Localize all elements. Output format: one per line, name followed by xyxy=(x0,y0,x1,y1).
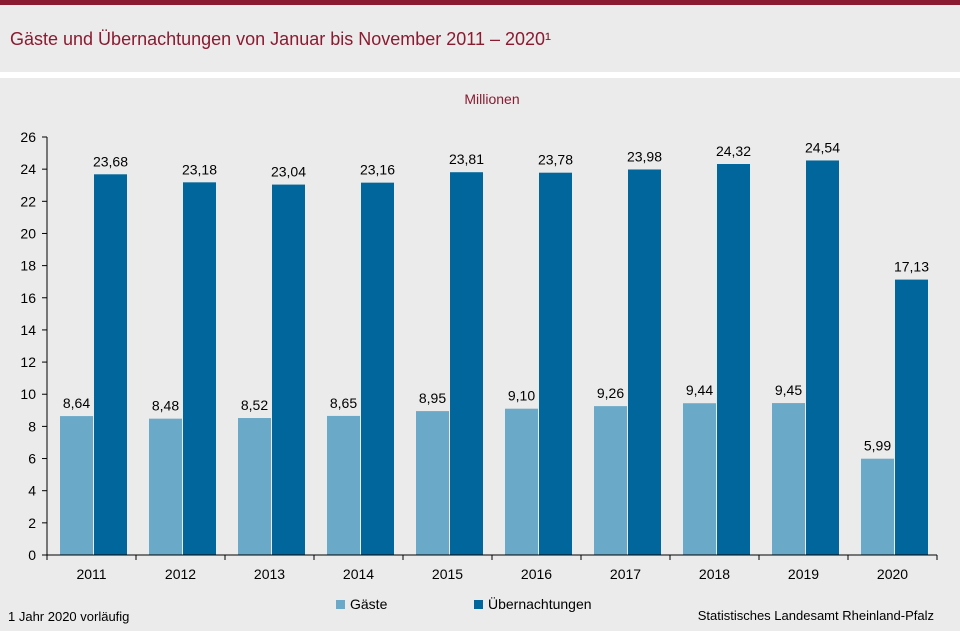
legend-item-gaeste: Gäste xyxy=(336,596,387,612)
data-label: 9,44 xyxy=(686,382,713,398)
y-tick-label: 20 xyxy=(20,225,36,241)
header-divider xyxy=(0,72,960,78)
x-tick-label: 2012 xyxy=(165,566,196,582)
bar-uebernachtungen xyxy=(628,169,661,555)
y-tick-label: 10 xyxy=(20,386,36,402)
data-label: 8,65 xyxy=(330,395,357,411)
x-tick-label: 2015 xyxy=(432,566,463,582)
data-label: 8,95 xyxy=(419,390,446,406)
bar-gaeste xyxy=(594,406,627,555)
top-accent-bar xyxy=(0,0,960,5)
footnote: 1 Jahr 2020 vorläufig xyxy=(8,609,130,624)
x-tick-label: 2019 xyxy=(788,566,819,582)
legend: Gäste Übernachtungen xyxy=(0,596,960,616)
bar-gaeste xyxy=(505,408,538,555)
bar-gaeste xyxy=(238,418,271,555)
data-label: 23,18 xyxy=(182,161,217,177)
y-tick-label: 6 xyxy=(28,451,36,467)
data-label: 9,26 xyxy=(597,385,624,401)
bar-uebernachtungen xyxy=(94,174,127,555)
x-tick-label: 2013 xyxy=(254,566,285,582)
y-tick-label: 14 xyxy=(20,322,36,338)
data-label: 8,48 xyxy=(152,398,179,414)
data-label: 23,81 xyxy=(449,151,484,167)
bar-uebernachtungen xyxy=(539,172,572,555)
bar-uebernachtungen xyxy=(895,279,928,555)
bar-gaeste xyxy=(683,403,716,555)
bar-uebernachtungen xyxy=(183,182,216,556)
data-label: 9,10 xyxy=(508,388,535,404)
x-tick-label: 2018 xyxy=(699,566,730,582)
x-tick-label: 2014 xyxy=(343,566,374,582)
data-label: 23,68 xyxy=(93,153,128,169)
header: Gäste und Übernachtungen von Januar bis … xyxy=(0,5,960,72)
bar-gaeste xyxy=(60,416,93,555)
y-tick-label: 2 xyxy=(28,515,36,531)
legend-swatch-uebernachtungen xyxy=(474,599,483,609)
bars: 8,64 23,68 8,48 23,18 8,52 23,04 8,65 23,16 8,95… xyxy=(60,139,929,556)
y-tick-label: 4 xyxy=(28,483,36,499)
y-tick-label: 16 xyxy=(20,290,36,306)
bar-uebernachtungen xyxy=(806,160,839,556)
data-label: 9,45 xyxy=(775,382,802,398)
bar-gaeste xyxy=(416,411,449,555)
data-label: 23,78 xyxy=(538,152,573,168)
y-tick-label: 0 xyxy=(28,547,36,563)
legend-label-uebernachtungen: Übernachtungen xyxy=(488,596,592,612)
bar-gaeste xyxy=(772,403,805,555)
data-label: 23,04 xyxy=(271,164,306,180)
y-tick-label: 26 xyxy=(20,129,36,145)
bar-gaeste xyxy=(861,458,894,555)
data-label: 17,13 xyxy=(894,259,929,275)
y-tick-label: 22 xyxy=(20,193,36,209)
x-tick-label: 2020 xyxy=(877,566,908,582)
x-tick-label: 2017 xyxy=(610,566,641,582)
bar-uebernachtungen xyxy=(450,172,483,555)
bar-uebernachtungen xyxy=(272,184,305,555)
data-label: 8,52 xyxy=(241,397,268,413)
source-note: Statistisches Landesamt Rheinland-Pfalz xyxy=(697,608,934,623)
legend-swatch-gaeste xyxy=(336,599,345,609)
bar-uebernachtungen xyxy=(361,182,394,556)
data-label: 23,16 xyxy=(360,162,395,178)
y-tick-label: 8 xyxy=(28,418,36,434)
data-label: 5,99 xyxy=(864,438,891,454)
bar-gaeste xyxy=(149,418,182,555)
y-tick-label: 18 xyxy=(20,258,36,274)
data-label: 23,98 xyxy=(627,148,662,164)
data-label: 24,32 xyxy=(716,143,751,159)
x-tick-label: 2016 xyxy=(521,566,552,582)
x-tick-label: 2011 xyxy=(76,566,106,582)
bar-uebernachtungen xyxy=(717,164,750,556)
legend-label-gaeste: Gäste xyxy=(350,596,388,612)
data-label: 8,64 xyxy=(63,395,90,411)
chart-title: Gäste und Übernachtungen von Januar bis … xyxy=(10,29,552,49)
legend-item-uebernachtungen: Übernachtungen xyxy=(474,596,592,612)
unit-label: Millionen xyxy=(464,91,520,107)
y-tick-label: 24 xyxy=(20,161,36,177)
x-axis: 2011 2012 2013 2014 2015 2016 2017 2018 2019 2020 xyxy=(46,554,938,582)
data-label: 24,54 xyxy=(805,139,840,155)
y-tick-label: 12 xyxy=(20,354,36,370)
bar-gaeste xyxy=(327,415,360,555)
